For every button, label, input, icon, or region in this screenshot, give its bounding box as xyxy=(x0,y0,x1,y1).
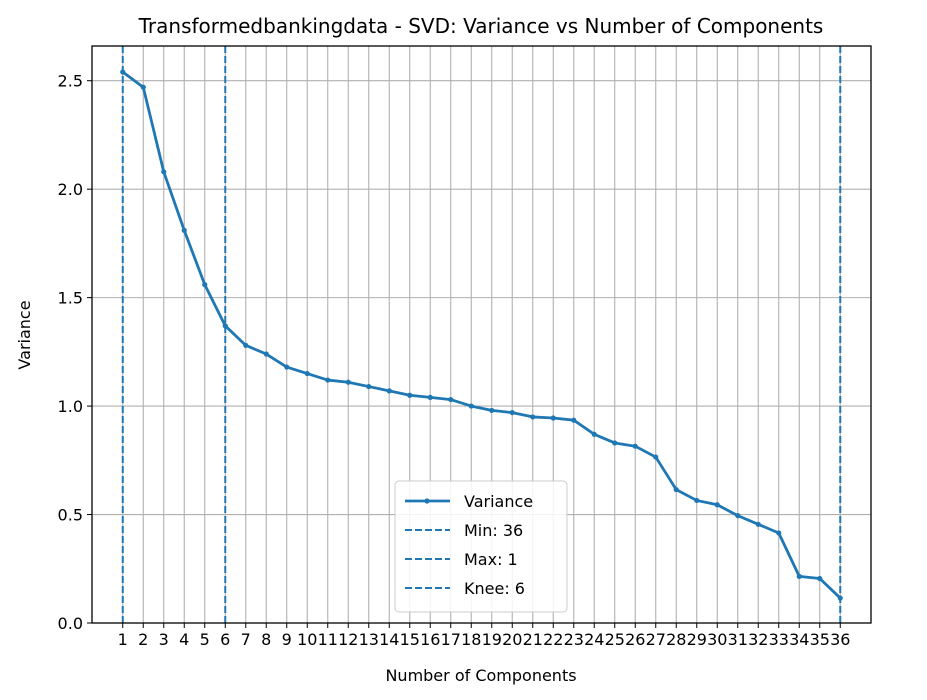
x-tick-label: 29 xyxy=(687,630,707,649)
legend-label: Max: 1 xyxy=(464,550,518,569)
x-tick-label: 35 xyxy=(810,630,830,649)
x-tick-label: 4 xyxy=(179,630,189,649)
x-tick-label: 27 xyxy=(646,630,666,649)
x-tick-label: 17 xyxy=(441,630,461,649)
x-tick-label: 7 xyxy=(241,630,251,649)
data-point xyxy=(489,407,495,414)
data-point xyxy=(817,575,823,582)
data-point xyxy=(263,351,269,357)
x-tick-label: 25 xyxy=(605,630,625,649)
x-tick-label: 2 xyxy=(138,630,148,649)
series-line xyxy=(121,70,842,600)
x-tick-label: 11 xyxy=(318,630,338,649)
x-tick-label: 14 xyxy=(379,630,399,649)
data-point xyxy=(243,342,249,348)
y-tick-label: 0.0 xyxy=(58,614,83,633)
x-tick-label: 33 xyxy=(769,630,789,649)
data-point xyxy=(571,417,577,423)
x-tick-label: 15 xyxy=(400,630,420,649)
data-point xyxy=(427,394,433,401)
data-point xyxy=(140,84,146,90)
data-point xyxy=(776,530,782,536)
x-tick-label: 24 xyxy=(584,630,604,649)
y-tick-label: 2.5 xyxy=(58,72,83,91)
x-tick-label: 19 xyxy=(482,630,502,649)
data-point xyxy=(550,415,556,421)
x-tick-label: 16 xyxy=(420,630,440,649)
x-tick-label: 26 xyxy=(625,630,645,649)
y-axis-label: Variance xyxy=(15,300,34,369)
data-point xyxy=(591,431,597,437)
x-tick-label: 12 xyxy=(338,630,358,649)
data-point xyxy=(612,440,618,446)
x-tick-label: 18 xyxy=(461,630,481,649)
data-point xyxy=(202,282,208,288)
x-tick-label: 5 xyxy=(200,630,210,649)
x-tick-label: 8 xyxy=(261,630,271,649)
x-tick-label: 32 xyxy=(748,630,768,649)
data-point xyxy=(632,443,638,449)
x-tick-label: 1 xyxy=(118,630,128,649)
data-point xyxy=(755,521,761,527)
data-point xyxy=(386,388,392,394)
ticks: 1 2 3 4 5 6 7 8 9 10 11 12 13 14 15 16 17 18 19 20 21 22 23 24 2… xyxy=(58,72,851,649)
data-point xyxy=(161,169,167,175)
x-tick-label: 9 xyxy=(282,630,292,649)
data-point xyxy=(673,486,679,493)
series-layer xyxy=(120,69,843,601)
data-point xyxy=(325,377,331,383)
x-tick-label: 3 xyxy=(159,630,169,649)
x-tick-label: 6 xyxy=(220,630,230,649)
y-tick-label: 2.0 xyxy=(58,180,83,199)
x-tick-label: 34 xyxy=(789,630,809,649)
data-point xyxy=(735,513,741,519)
x-tick-label: 22 xyxy=(543,630,563,649)
vertical-lines xyxy=(121,46,842,623)
x-tick-label: 30 xyxy=(707,630,727,649)
legend-label: Min: 36 xyxy=(464,521,523,540)
legend-label: Knee: 6 xyxy=(464,579,525,598)
legend-marker xyxy=(424,498,430,504)
data-point xyxy=(448,396,454,403)
data-point xyxy=(222,323,228,329)
data-point xyxy=(837,595,843,601)
y-tick-label: 1.0 xyxy=(58,397,83,416)
x-tick-label: 36 xyxy=(830,630,850,649)
data-point xyxy=(120,69,126,75)
data-point xyxy=(366,383,372,390)
data-point xyxy=(345,379,351,385)
x-tick-label: 28 xyxy=(666,630,686,649)
x-tick-label: 21 xyxy=(523,630,543,649)
x-tick-label: 20 xyxy=(502,630,522,649)
data-point xyxy=(304,370,310,377)
data-point xyxy=(653,454,659,460)
legend-box xyxy=(394,480,568,613)
data-point xyxy=(181,227,187,233)
x-tick-label: 31 xyxy=(728,630,748,649)
data-point xyxy=(509,409,515,416)
data-point xyxy=(530,414,536,420)
data-point xyxy=(407,392,413,398)
y-tick-label: 1.5 xyxy=(58,289,83,308)
plot-frame xyxy=(91,45,872,624)
legend: Variance Min: 36 Max: 1 Knee: 6 xyxy=(394,480,568,613)
data-point xyxy=(284,364,290,370)
x-tick-label: 10 xyxy=(297,630,317,649)
data-point xyxy=(796,573,802,579)
chart-title: Transformedbankingdata - SVD: Variance v… xyxy=(138,14,824,38)
data-point xyxy=(714,502,720,508)
data-point xyxy=(694,497,700,504)
x-axis-label: Number of Components xyxy=(385,666,576,685)
y-tick-label: 0.5 xyxy=(58,506,83,525)
x-tick-label: 13 xyxy=(359,630,379,649)
x-tick-label: 23 xyxy=(564,630,584,649)
legend-label: Variance xyxy=(464,492,533,511)
data-point xyxy=(468,403,474,409)
